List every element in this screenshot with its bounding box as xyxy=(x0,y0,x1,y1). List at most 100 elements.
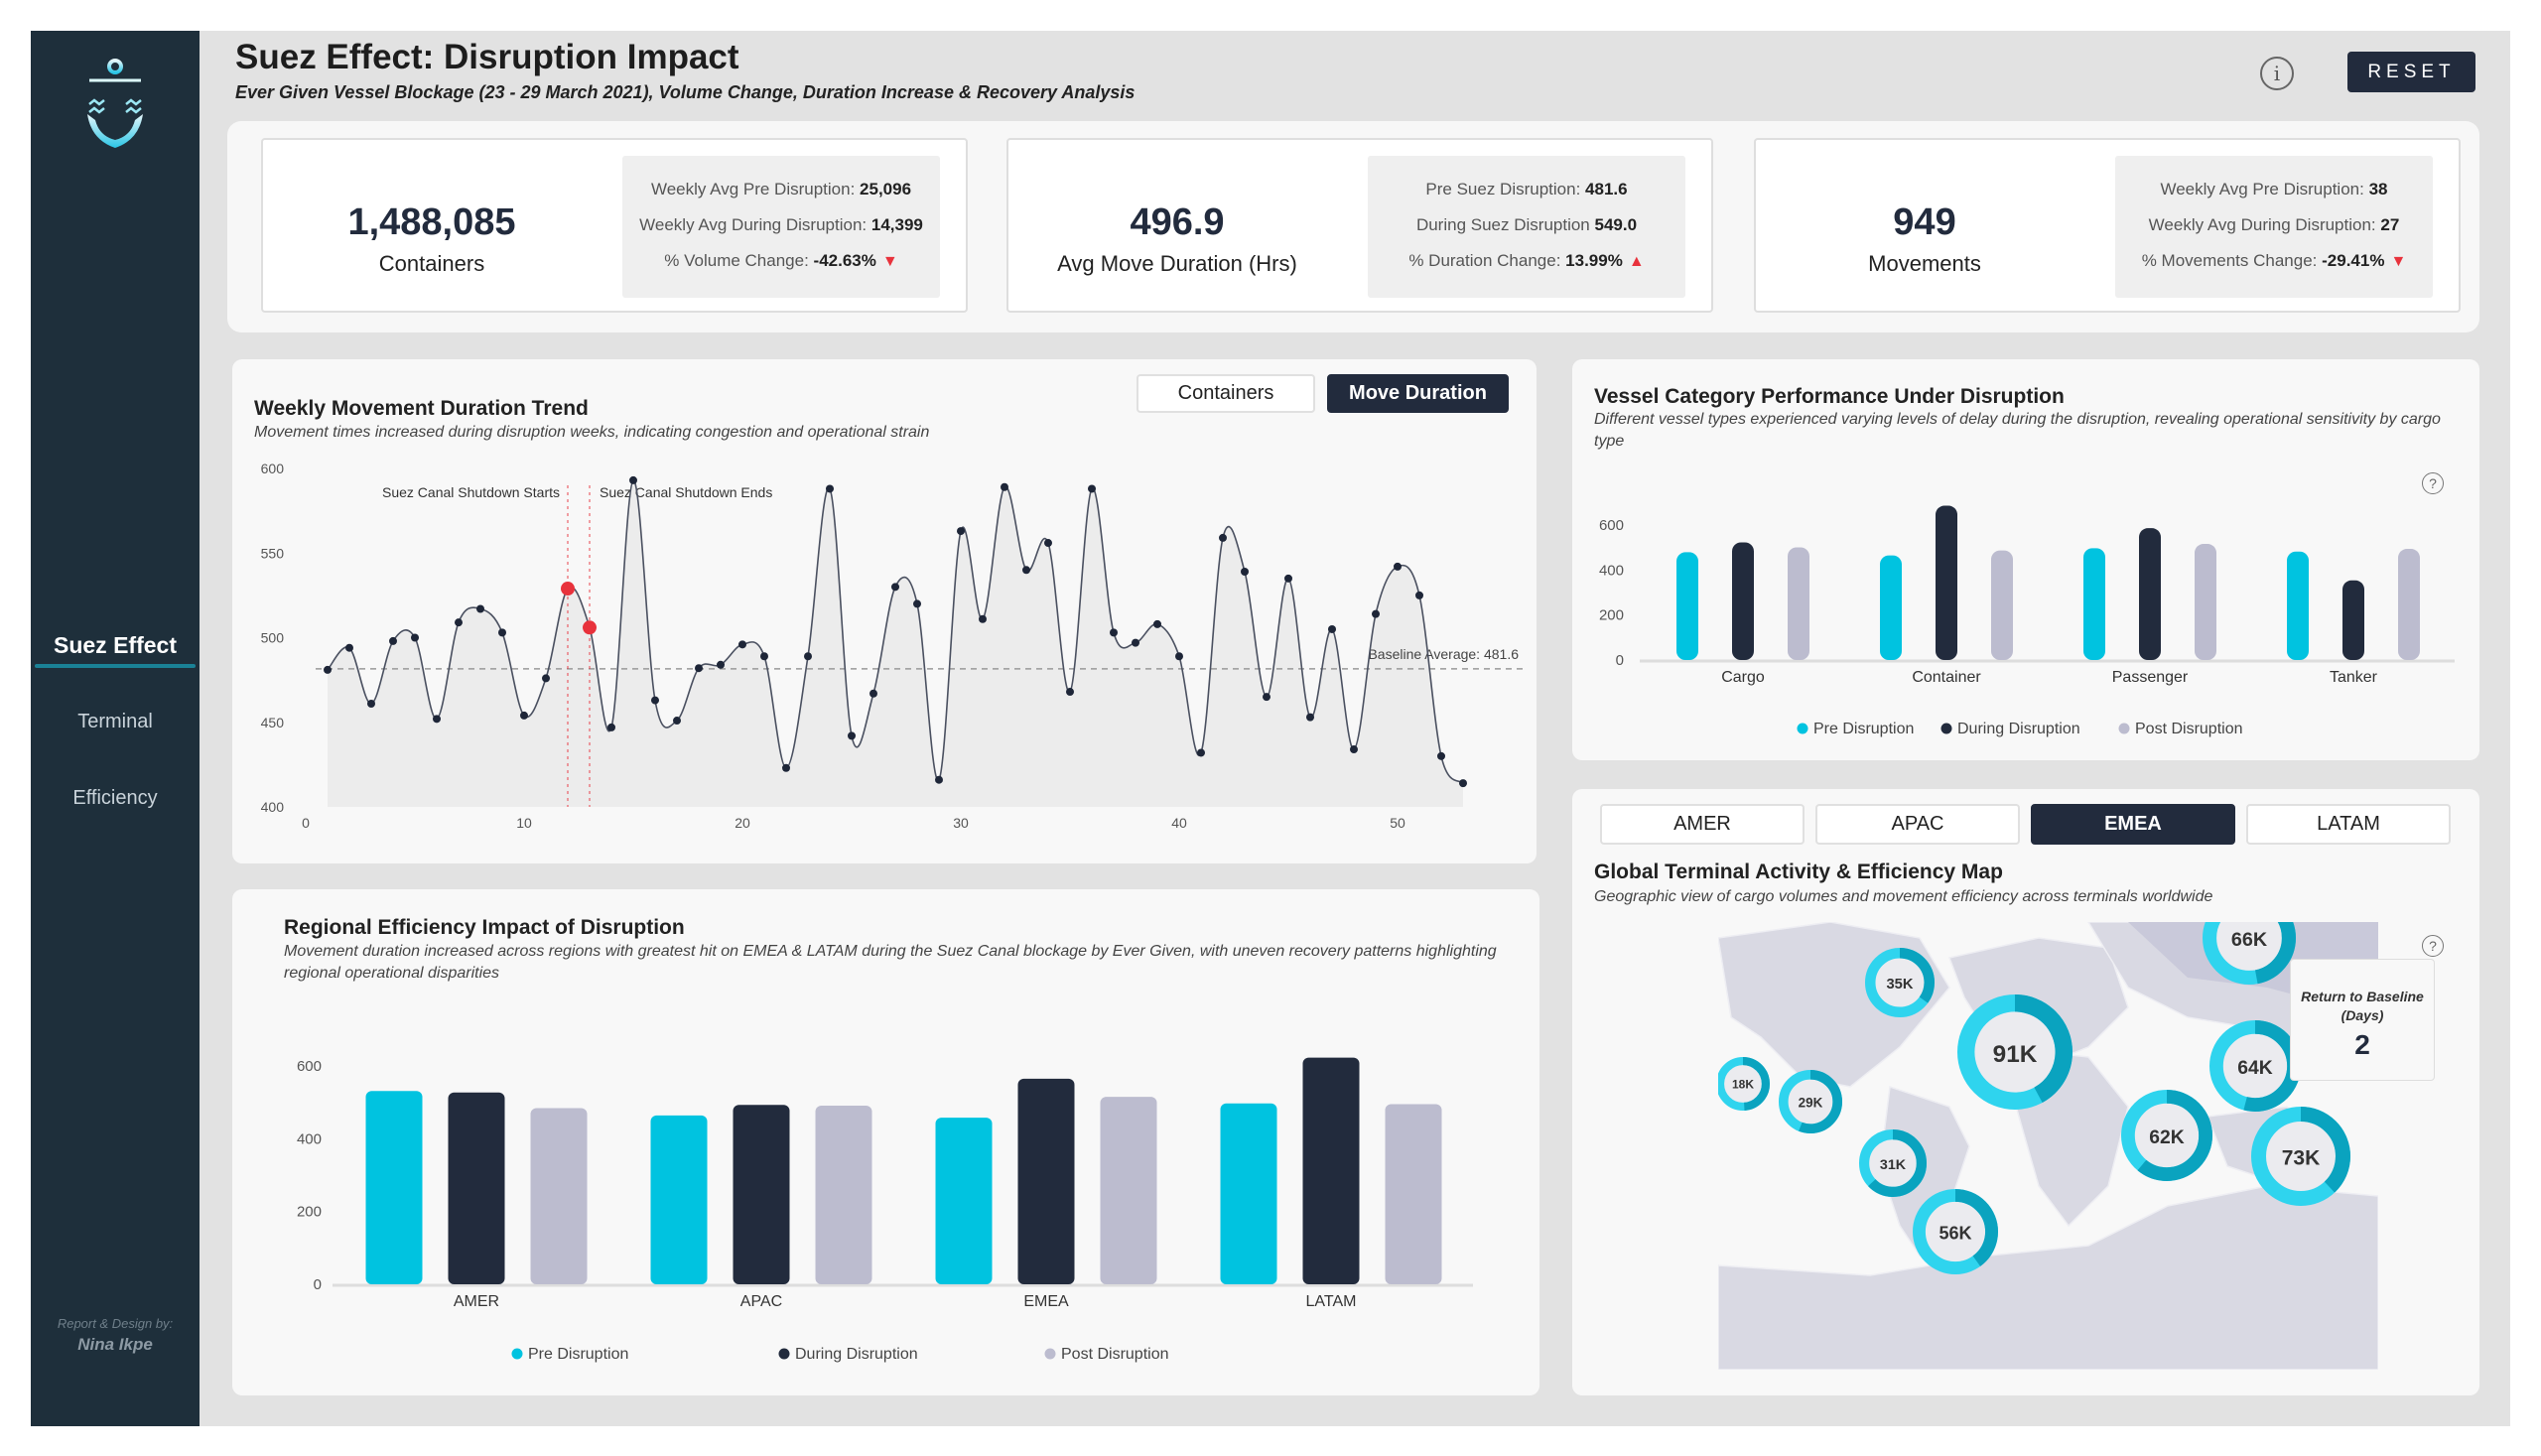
y-tick-label: 600 xyxy=(261,461,285,476)
bar-during-disruption xyxy=(1936,505,1957,660)
bar-post-disruption xyxy=(530,1108,588,1284)
kpi-card: 1,488,085 Containers Weekly Avg Pre Disr… xyxy=(261,138,968,313)
terminal-map[interactable]: 35K 91K 18K 29K 31K 56K 66K 64K 62K 73K xyxy=(1572,789,2479,1395)
region-tab-emea[interactable]: EMEA xyxy=(2031,804,2235,845)
kpi-card: 496.9 Avg Move Duration (Hrs) Pre Suez D… xyxy=(1006,138,1713,313)
bubble-ring-segment xyxy=(1865,948,1935,1017)
bar-post-disruption xyxy=(1385,1104,1442,1284)
continent-shape xyxy=(1718,1185,2378,1370)
category-label: Container xyxy=(1912,669,1981,686)
bar-pre-disruption xyxy=(2083,548,2105,660)
kpi-detail-box: Weekly Avg Pre Disruption: 38 Weekly Avg … xyxy=(2115,156,2433,298)
x-tick-label: 30 xyxy=(953,815,969,831)
data-point xyxy=(826,484,834,493)
terminal-bubble: 73K xyxy=(2251,1107,2350,1206)
data-point xyxy=(1044,539,1052,548)
legend-dot xyxy=(511,1348,523,1360)
x-tick-label: 0 xyxy=(302,815,310,831)
kpi-detail-key: Weekly Avg Pre Disruption: xyxy=(650,180,856,199)
trend-area xyxy=(328,479,1463,807)
bubble-label: 66K xyxy=(2231,929,2268,951)
data-point xyxy=(1153,619,1161,628)
legend-label: During Disruption xyxy=(795,1346,918,1363)
data-point xyxy=(979,614,987,623)
data-point xyxy=(717,660,725,669)
data-point xyxy=(345,643,353,652)
sidebar: Suez Effect Terminal Efficiency Report &… xyxy=(31,31,200,1426)
category-label: Cargo xyxy=(1721,669,1765,686)
data-point xyxy=(433,715,441,724)
bar-pre-disruption xyxy=(935,1118,993,1284)
reset-button[interactable]: RESET xyxy=(2347,52,2475,92)
data-point xyxy=(651,696,659,705)
nav-item-suez-effect[interactable]: Suez Effect xyxy=(54,632,177,658)
kpi-detail-line: Weekly Avg Pre Disruption: 25,096 xyxy=(622,180,940,199)
data-point xyxy=(673,717,681,726)
bubble-label: 62K xyxy=(2149,1127,2184,1148)
y-tick-label: 600 xyxy=(1599,517,1624,534)
nav-item-terminal[interactable]: Terminal xyxy=(77,711,153,732)
kpi-label: Containers xyxy=(378,251,485,276)
map-help-icon[interactable]: ? xyxy=(2422,935,2444,957)
bubble-label: 29K xyxy=(1799,1095,1823,1110)
data-point xyxy=(367,699,375,708)
y-tick-label: 500 xyxy=(261,630,285,646)
trend-line xyxy=(327,479,1464,784)
kpi-detail-value: 27 xyxy=(2380,215,2400,234)
legend-dot xyxy=(778,1348,790,1360)
kpi-detail-value: 14,399 xyxy=(870,215,923,234)
kpi-detail-line: Weekly Avg During Disruption: 14,399 xyxy=(622,215,940,235)
kpi-detail-value: -29.41% xyxy=(2322,251,2385,270)
kpi-detail-value: -42.63% xyxy=(813,251,876,270)
map-title: Global Terminal Activity & Efficiency Ma… xyxy=(1594,860,2003,883)
data-point xyxy=(498,628,506,637)
region-tab-apac[interactable]: APAC xyxy=(1815,804,2020,845)
bubble-ring-segment xyxy=(2120,1089,2212,1181)
toggle-move-duration[interactable]: Move Duration xyxy=(1327,374,1509,413)
data-point xyxy=(1197,748,1205,757)
data-point xyxy=(1350,745,1358,754)
bubble-label: 35K xyxy=(1887,977,1914,993)
bar-pre-disruption xyxy=(1220,1103,1277,1284)
vessel-panel: Vessel Category Performance Under Disrup… xyxy=(1572,359,2479,760)
trend-title: Weekly Movement Duration Trend xyxy=(254,397,589,420)
nav-item-efficiency[interactable]: Efficiency xyxy=(72,787,158,809)
kpi-detail-key: Pre Suez Disruption: xyxy=(1425,180,1581,199)
annotation-label: Suez Canal Shutdown Ends xyxy=(600,484,772,500)
bubble-label: 56K xyxy=(1939,1223,1971,1243)
data-point xyxy=(913,599,921,608)
x-tick-label: 10 xyxy=(516,815,532,831)
data-point xyxy=(1241,568,1249,577)
regional-subtitle: Movement duration increased across regio… xyxy=(284,943,1497,982)
help-icon[interactable]: ? xyxy=(2422,472,2444,494)
data-point xyxy=(1263,693,1270,702)
x-tick-label: 20 xyxy=(735,815,750,831)
data-point xyxy=(957,527,965,536)
region-tab-amer[interactable]: AMER xyxy=(1600,804,1805,845)
data-point xyxy=(1001,482,1008,491)
kpi-detail-line: % Movements Change: -29.41% ▼ xyxy=(2115,251,2433,271)
kpi-value: 949 xyxy=(1893,201,1956,243)
legend-label: Pre Disruption xyxy=(1813,721,1914,737)
data-point xyxy=(629,475,637,484)
bar-during-disruption xyxy=(2139,528,2161,660)
bubble-ring-segment xyxy=(2251,1107,2350,1206)
region-tab-latam[interactable]: LATAM xyxy=(2246,804,2451,845)
y-tick-label: 550 xyxy=(261,545,285,561)
data-point xyxy=(1328,624,1336,633)
legend-label: Pre Disruption xyxy=(528,1346,628,1363)
kpi-detail-value: 481.6 xyxy=(1585,180,1628,199)
vessel-bar-chart: 0 200 400 600 Cargo Container Passenger Tanker P… xyxy=(1599,505,2455,737)
category-label: AMER xyxy=(454,1293,499,1310)
bar-pre-disruption xyxy=(365,1091,423,1284)
info-icon[interactable]: i xyxy=(2260,57,2294,90)
kpi-card: 949 Movements Weekly Avg Pre Disruption:… xyxy=(1754,138,2461,313)
bar-post-disruption xyxy=(2398,549,2420,660)
toggle-containers[interactable]: Containers xyxy=(1137,374,1315,413)
trend-down-icon: ▼ xyxy=(881,253,898,270)
legend-dot xyxy=(1044,1348,1056,1360)
category-label: APAC xyxy=(740,1293,782,1310)
bar-post-disruption xyxy=(1788,547,1809,660)
bar-during-disruption xyxy=(1732,542,1754,660)
bubble-ring-segment xyxy=(1778,1069,1842,1133)
